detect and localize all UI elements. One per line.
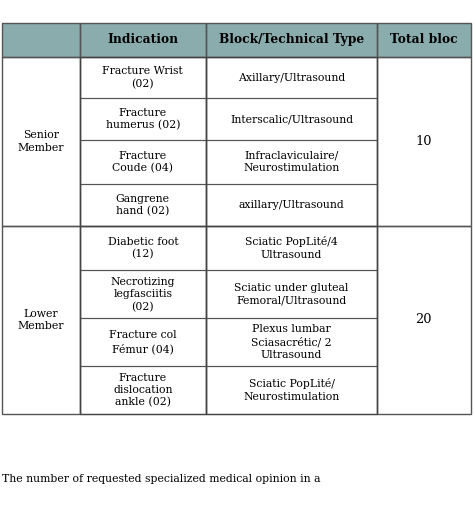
Text: Necrotizing
legfasciitis
(02): Necrotizing legfasciitis (02) [110, 277, 175, 312]
Bar [206, 270, 377, 318]
Text: Sciatic PopLité/
Neurostimulation: Sciatic PopLité/ Neurostimulation [244, 378, 340, 402]
Bar [80, 57, 206, 98]
Bar [80, 270, 206, 318]
Bar [206, 57, 377, 98]
Bar [206, 140, 377, 184]
Text: The number of requested specialized medical opinion in a: The number of requested specialized medi… [2, 474, 321, 484]
Bar [377, 23, 471, 57]
Bar [80, 98, 206, 140]
Bar [206, 57, 377, 98]
Bar [80, 140, 206, 184]
Bar [206, 318, 377, 366]
Bar [206, 23, 377, 57]
Bar [80, 226, 206, 270]
Bar [2, 57, 80, 226]
Bar [80, 23, 206, 57]
Bar [377, 226, 471, 414]
Bar [80, 98, 206, 140]
Text: Fracture
dislocation
ankle (02): Fracture dislocation ankle (02) [113, 373, 173, 408]
Bar [206, 140, 377, 184]
Bar [80, 184, 206, 226]
Text: axillary/Ultrasound: axillary/Ultrasound [239, 200, 345, 210]
Bar [206, 57, 377, 226]
Bar [2, 23, 80, 57]
Bar [2, 226, 80, 414]
Bar [206, 318, 377, 366]
Bar [206, 366, 377, 414]
Bar [206, 226, 377, 270]
Text: Infraclaviculaire/
Neurostimulation: Infraclaviculaire/ Neurostimulation [244, 151, 340, 173]
Bar [80, 366, 206, 414]
Text: Gangrene
hand (02): Gangrene hand (02) [116, 193, 170, 217]
Text: Block/Technical Type: Block/Technical Type [219, 33, 364, 46]
Bar [377, 226, 471, 414]
Bar [206, 270, 377, 318]
Bar [206, 98, 377, 140]
Bar [80, 140, 206, 184]
Text: 20: 20 [416, 314, 432, 326]
Text: Interscalic/Ultrasound: Interscalic/Ultrasound [230, 114, 353, 124]
Bar [206, 98, 377, 140]
Bar [80, 318, 206, 366]
Bar [377, 57, 471, 226]
Text: Fracture
Coude (04): Fracture Coude (04) [112, 150, 173, 174]
Bar [206, 226, 377, 270]
Bar [377, 23, 471, 57]
Bar [2, 226, 80, 414]
Bar [2, 23, 80, 57]
Bar [80, 57, 206, 226]
Text: 10: 10 [416, 135, 432, 148]
Text: Senior
Member: Senior Member [18, 130, 64, 153]
Text: Fracture
humerus (02): Fracture humerus (02) [106, 108, 180, 131]
Text: Sciatic PopLité/4
Ultrasound: Sciatic PopLité/4 Ultrasound [245, 236, 338, 260]
Bar [80, 226, 206, 270]
Bar [2, 57, 80, 226]
Text: Axillary/Ultrasound: Axillary/Ultrasound [238, 73, 345, 83]
Bar [206, 184, 377, 226]
Bar [80, 366, 206, 414]
Text: Diabetic foot
(12): Diabetic foot (12) [108, 236, 178, 260]
Bar [80, 226, 206, 414]
Bar [377, 57, 471, 226]
Bar [206, 226, 377, 414]
Bar [80, 318, 206, 366]
Text: Indication: Indication [107, 33, 178, 46]
Bar [80, 270, 206, 318]
Bar [80, 57, 206, 98]
Bar [80, 184, 206, 226]
Text: Sciatic under gluteal
Femoral/Ultrasound: Sciatic under gluteal Femoral/Ultrasound [234, 283, 349, 306]
Bar [206, 184, 377, 226]
Text: Total bloc: Total bloc [390, 33, 458, 46]
Text: Fracture Wrist
(02): Fracture Wrist (02) [102, 66, 183, 89]
Bar [206, 366, 377, 414]
Bar [80, 23, 206, 57]
Text: Fracture col
Fémur (04): Fracture col Fémur (04) [109, 330, 177, 354]
Text: Plexus lumbar
Sciasacrétic/ 2
Ultrasound: Plexus lumbar Sciasacrétic/ 2 Ultrasound [251, 324, 332, 360]
Text: Lower
Member: Lower Member [18, 309, 64, 331]
Bar [206, 23, 377, 57]
